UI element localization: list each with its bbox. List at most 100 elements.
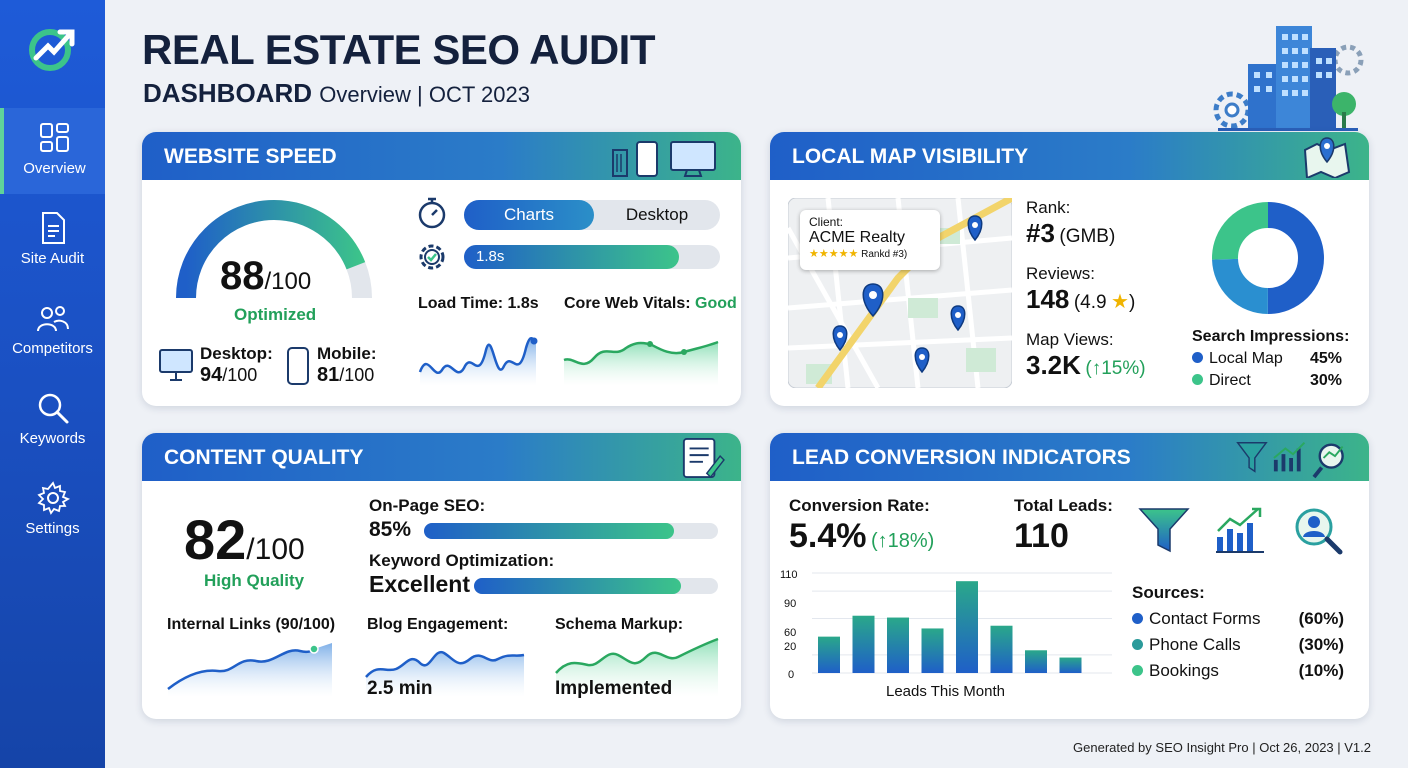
sidebar-item-site-audit[interactable]: Site Audit [0,198,105,284]
impressions-label: Search Impressions: [1192,328,1350,345]
desktop-toggle-button[interactable]: Desktop [625,205,689,224]
y-tick-label: 0 [788,669,795,681]
speed-status: Optimized [234,305,317,324]
mobile-label: Mobile: [317,344,377,363]
card-title: LEAD CONVERSION INDICATORS [770,433,1369,481]
buildings-illustration [1213,26,1364,131]
devices-icon [612,141,716,177]
conversion-label: Conversion Rate: [789,496,930,515]
blog-sparkline [365,650,525,697]
legend-dot [1132,613,1143,624]
load-time-sparkline [418,337,538,386]
growth-chart-icon [1216,507,1264,553]
document-edit-icon [682,437,725,479]
card-title-text: CONTENT QUALITY [164,446,364,469]
card-title: LOCAL MAP VISIBILITY [770,132,1369,180]
sidebar-item-keywords[interactable]: Keywords [0,378,105,464]
sidebar-item-overview[interactable]: Overview [0,108,105,194]
chart-x-label: Leads This Month [886,683,1005,700]
impression-value: 45% [1309,350,1342,367]
sidebar-item-label: Overview [23,160,86,177]
cwv-label: Core Web Vitals: Good [564,295,737,313]
internal-links-label: Internal Links (90/100) [167,616,336,633]
rank-label: Rank: [1026,198,1071,217]
chart-bar [921,628,944,673]
content-quality-card: CONTENT QUALITY 82/100 High Quality On-P… [142,433,741,719]
content-score-value: 82 [184,508,247,571]
source-value: (60%) [1298,609,1344,628]
desktop-label: Desktop: [200,344,273,363]
footer-text: Generated by SEO Insight Pro | Oct 26, 2… [1073,740,1371,755]
conversion-value: 5.4% [789,517,867,555]
gear-check-icon [419,244,445,270]
mobile-den: /100 [339,365,375,385]
card-title-text: LOCAL MAP VISIBILITY [792,145,1029,168]
client-name: ACME Realty [809,229,906,246]
y-tick-label: 20 [784,641,797,653]
website-speed-card: WEBSITE SPEED 88/100 Optimized Desktop: … [142,132,741,406]
conversion-stat: 5.4% (↑18%) [789,517,934,556]
user-search-icon [1295,508,1343,555]
impressions-legend-row: Local Map 45% [1192,350,1342,368]
reviews-stat: Reviews: 148 (4.9 ★) [1026,264,1135,315]
reviews-close: ) [1128,292,1136,313]
sources-label: Sources: [1132,583,1205,602]
mobile-score: Mobile: 81/100 [317,344,377,387]
content-score-den: /100 [246,533,305,566]
rank-value: #3 [1026,218,1055,248]
sidebar-item-label: Site Audit [20,250,85,267]
funnel-icon [1138,508,1190,553]
sidebar-item-competitors[interactable]: Competitors [0,288,105,374]
chart-bar [852,615,875,673]
cwv-label-text: Core Web Vitals: [564,295,691,312]
stopwatch-icon [418,197,446,229]
conversion-icons [1236,442,1344,479]
client-popup: Client: ACME Realty ★★★★★ Rankd #3) [800,210,940,270]
sidebar-item-settings[interactable]: Settings [0,468,105,554]
y-tick-label: 90 [784,598,797,610]
speed-score: 88/100 [220,254,380,299]
rank-stat: Rank: #3 (GMB) [1026,198,1115,249]
chart-bar [818,636,840,673]
legend-dot [1132,665,1143,676]
card-title: WEBSITE SPEED [142,132,741,180]
star-icon: ★ [1111,291,1129,313]
score-denominator: /100 [264,268,312,295]
source-name: Phone Calls [1149,635,1241,654]
client-rank: Rankd #3) [861,249,908,260]
schema-value: Implemented [555,678,673,699]
impression-name: Direct [1209,372,1251,389]
source-name: Contact Forms [1149,609,1261,628]
blog-label: Blog Engagement: [367,616,509,633]
chart-bar [1059,657,1082,673]
map-pin-icon [1303,137,1351,178]
subtitle-rest: Overview | OCT 2023 [319,82,530,107]
leads-bar-chart [812,572,1112,674]
chart-bar [1025,650,1047,673]
charts-toggle-button[interactable]: Charts [464,200,594,230]
logo-icon [29,29,75,71]
views-change: (↑15%) [1085,358,1146,379]
blog-value: 2.5 min [367,678,433,699]
content-score: 82/100 [184,507,305,572]
page-title: REAL ESTATE SEO AUDIT [142,26,655,73]
reviews-value: 148 [1026,284,1070,314]
chart-bar [990,625,1013,673]
star-rating-icon: ★★★★★ [809,248,859,260]
load-time-label: Load Time: 1.8s [418,295,539,312]
chart-bar [956,581,978,673]
people-icon [36,306,69,332]
impression-name: Local Map [1209,350,1283,367]
impressions-legend-row: Direct 30% [1192,372,1342,390]
legend-dot [1192,352,1203,363]
load-time-fill [464,245,680,269]
desktop-value: 94 [200,364,223,386]
sidebar-item-label: Competitors [12,340,93,357]
source-value: (10%) [1298,661,1344,680]
subtitle-bold: DASHBOARD [143,78,312,108]
views-value: 3.2K [1026,350,1081,380]
client-label: Client: [809,215,844,229]
load-time-bar: 1.8s [464,245,720,269]
chart-bar [887,617,909,673]
card-title: CONTENT QUALITY [142,433,741,481]
